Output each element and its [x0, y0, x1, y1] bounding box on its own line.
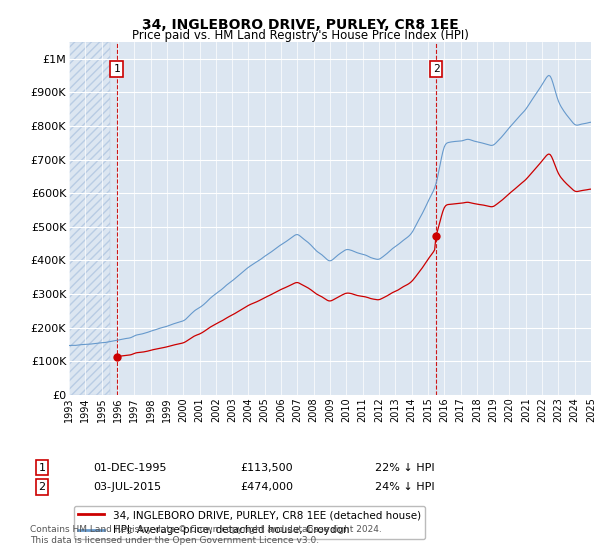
- Legend: 34, INGLEBORO DRIVE, PURLEY, CR8 1EE (detached house), HPI: Average price, detac: 34, INGLEBORO DRIVE, PURLEY, CR8 1EE (de…: [74, 506, 425, 539]
- Text: 1: 1: [38, 463, 46, 473]
- Text: 2: 2: [38, 482, 46, 492]
- Text: 2: 2: [433, 64, 439, 74]
- Text: £113,500: £113,500: [240, 463, 293, 473]
- Text: 01-DEC-1995: 01-DEC-1995: [93, 463, 167, 473]
- Text: £474,000: £474,000: [240, 482, 293, 492]
- Text: Price paid vs. HM Land Registry's House Price Index (HPI): Price paid vs. HM Land Registry's House …: [131, 29, 469, 42]
- Text: Contains HM Land Registry data © Crown copyright and database right 2024.
This d: Contains HM Land Registry data © Crown c…: [30, 525, 382, 545]
- Text: 1: 1: [113, 64, 120, 74]
- Text: 34, INGLEBORO DRIVE, PURLEY, CR8 1EE: 34, INGLEBORO DRIVE, PURLEY, CR8 1EE: [142, 18, 458, 32]
- Text: 03-JUL-2015: 03-JUL-2015: [93, 482, 161, 492]
- Text: 24% ↓ HPI: 24% ↓ HPI: [375, 482, 434, 492]
- Text: 22% ↓ HPI: 22% ↓ HPI: [375, 463, 434, 473]
